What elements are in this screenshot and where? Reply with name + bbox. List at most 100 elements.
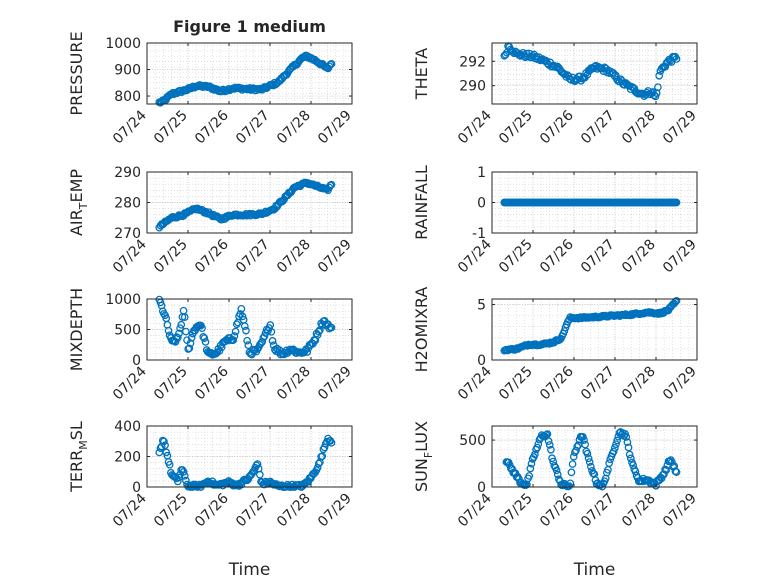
data-point	[672, 468, 681, 476]
data-point	[662, 466, 671, 474]
data-point	[232, 320, 241, 329]
series-points	[500, 198, 681, 207]
x-tick-label: 07/27	[578, 108, 618, 148]
x-tick-label: 07/26	[537, 363, 577, 403]
x-tick-label: 07/24	[110, 490, 150, 530]
axes-box	[491, 425, 698, 488]
data-point	[318, 452, 327, 461]
x-tick-label: 07/24	[110, 363, 150, 403]
x-tick-label: 07/25	[151, 364, 191, 404]
x-tick-label: 07/24	[455, 236, 495, 276]
data-point	[543, 430, 552, 438]
data-point	[230, 332, 239, 340]
x-tick-label: 07/27	[233, 108, 273, 148]
data-point	[327, 323, 336, 332]
data-point	[622, 433, 631, 441]
x-axis-label: Time	[228, 560, 271, 580]
x-tick-label: 07/27	[578, 237, 618, 277]
data-point	[568, 460, 577, 468]
data-point	[200, 334, 209, 343]
y-axis-label: PRESSURE	[67, 31, 86, 115]
data-point	[544, 437, 553, 445]
data-point	[609, 447, 618, 456]
data-point	[175, 329, 183, 338]
y-axis-label: TERRMSL	[67, 421, 90, 493]
data-point	[626, 454, 635, 463]
series-points	[500, 296, 681, 355]
data-point	[672, 296, 681, 305]
data-point	[180, 471, 189, 480]
y-tick-label: 290	[459, 79, 486, 95]
x-tick-label: 07/26	[192, 490, 232, 530]
subplot-7: 0 500 07/24 07/25 07/26 07/27 07/28 07/29 SUNFLU…	[412, 421, 700, 580]
y-axis-label: AIRTEMP	[67, 169, 90, 236]
data-point	[198, 324, 206, 332]
data-point	[584, 454, 593, 463]
data-point	[660, 470, 668, 479]
tick-marks	[491, 43, 698, 104]
tick-marks	[146, 42, 353, 104]
y-axis-label: RAINFALL	[412, 165, 431, 240]
data-point	[655, 71, 664, 80]
data-point	[201, 338, 210, 346]
x-tick-label: 07/27	[578, 491, 618, 531]
data-point	[186, 339, 195, 348]
data-point	[187, 333, 196, 342]
data-point	[327, 438, 336, 447]
tick-marks	[146, 298, 353, 361]
data-point	[657, 474, 666, 483]
y-tick-label: -1	[472, 226, 486, 242]
x-tick-label: 07/26	[192, 107, 232, 147]
x-tick-label: 07/24	[455, 363, 495, 403]
data-point	[277, 197, 286, 206]
tick-marks	[146, 171, 353, 234]
x-tick-label: 07/29	[315, 108, 355, 148]
data-point	[527, 459, 536, 468]
x-tick-label: 07/29	[315, 237, 355, 277]
series-points	[500, 42, 681, 101]
x-tick-label: 07/29	[660, 108, 700, 148]
data-point	[573, 442, 582, 451]
x-tick-label: 07/25	[496, 237, 536, 277]
y-axis-label: MIXDEPTH	[67, 288, 86, 371]
x-tick-label: 07/28	[274, 237, 314, 277]
axes-box	[491, 42, 698, 105]
y-tick-label: 270	[114, 226, 141, 242]
data-point	[173, 477, 182, 486]
x-tick-label: 07/28	[274, 364, 314, 404]
data-point	[552, 466, 561, 475]
y-tick-label: 800	[114, 89, 141, 105]
data-point	[165, 460, 174, 469]
x-tick-label: 07/24	[110, 107, 150, 147]
x-tick-label: 07/26	[537, 236, 577, 276]
x-tick-label: 07/27	[233, 364, 273, 404]
x-tick-label: 07/25	[496, 491, 536, 531]
data-point	[671, 467, 680, 476]
data-point	[525, 472, 534, 480]
data-point	[613, 436, 621, 445]
x-tick-label: 07/25	[496, 108, 536, 148]
data-point	[560, 327, 569, 335]
data-point	[672, 55, 681, 63]
data-point	[605, 459, 613, 468]
y-tick-label: 1000	[105, 36, 141, 52]
y-tick-label: 900	[114, 63, 141, 79]
data-point	[240, 322, 249, 331]
y-tick-label: 1	[477, 165, 486, 181]
y-tick-label: 500	[114, 323, 141, 339]
subplot-3: -1 0 1 07/24 07/25 07/26 07/27 07/28 07/29 RAINFA…	[412, 165, 700, 276]
data-point	[237, 305, 246, 313]
data-point	[585, 458, 594, 466]
data-point	[654, 83, 662, 92]
chart-title: Figure 1 medium	[173, 17, 326, 36]
y-axis-label: SUNFLUX	[412, 421, 435, 492]
x-tick-label: 07/26	[192, 363, 232, 403]
data-point	[327, 180, 336, 189]
data-point	[161, 441, 169, 450]
data-point	[160, 437, 168, 446]
tick-marks	[491, 299, 698, 361]
data-point	[553, 470, 562, 479]
data-point	[314, 327, 323, 336]
data-point	[267, 327, 276, 336]
x-tick-label: 07/29	[660, 491, 700, 531]
